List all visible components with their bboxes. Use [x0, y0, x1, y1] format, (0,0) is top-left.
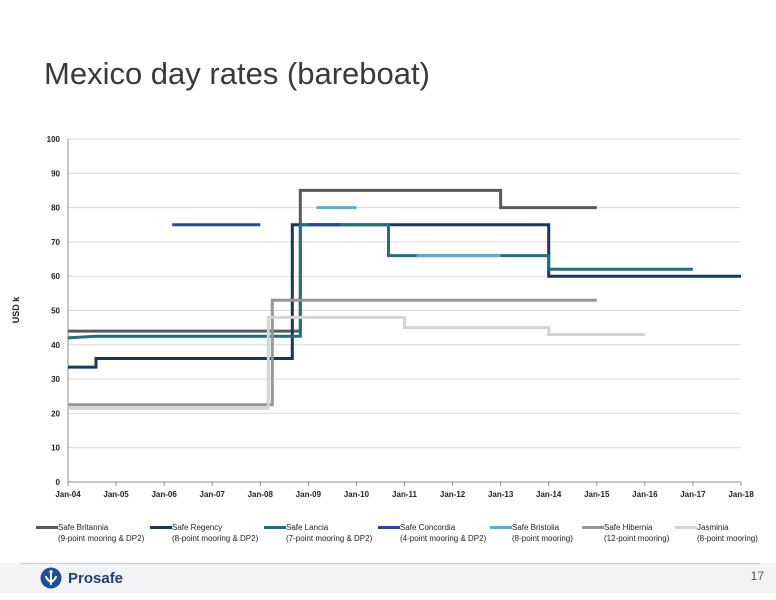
legend-swatch: [264, 526, 286, 529]
y-tick-label: 60: [51, 272, 60, 281]
series-jasminia: [68, 315, 645, 410]
logo-text: Prosafe: [68, 569, 124, 587]
legend-sublabel: (9-point mooring & DP2): [58, 534, 145, 543]
legend-sublabel: (8-point mooring & DP2): [172, 534, 259, 543]
x-tick-label: Jan-05: [103, 490, 129, 499]
legend-swatch: [675, 526, 697, 529]
series-layer: [67, 188, 741, 410]
series-safe-regency: [68, 223, 741, 369]
slide-title: Mexico day rates (bareboat): [44, 56, 430, 91]
x-tick-label: Jan-07: [200, 490, 226, 499]
x-tick-label: Jan-06: [151, 490, 177, 499]
legend-label: Safe Lancia: [286, 523, 329, 532]
footer: Prosafe 17: [0, 555, 776, 600]
x-tick-label: Jan-14: [536, 490, 562, 499]
footer-divider: [20, 563, 760, 564]
legend-swatch: [378, 526, 400, 529]
y-tick-label: 80: [51, 204, 60, 213]
day-rates-chart: 0 10 20 30 40 50 60 70 80 90 100 Jan-04 Jan-05 Jan-06…: [11, 135, 755, 499]
legend-sublabel: (4-point mooring & DP2): [400, 534, 487, 543]
y-tick-label: 20: [51, 409, 60, 418]
tick-label-layer: 0 10 20 30 40 50 60 70 80 90 100 Jan-04 Jan-05 Jan-06…: [47, 135, 755, 499]
legend-item-safe-bristolia: Safe Bristolia (8-point mooring): [490, 522, 573, 544]
y-tick-label: 100: [47, 135, 61, 144]
y-tick-label: 10: [51, 444, 60, 453]
axis-layer: [67, 139, 742, 486]
legend-label: Safe Concordia: [400, 523, 456, 532]
x-tick-label: Jan-08: [248, 490, 274, 499]
y-tick-label: 0: [56, 478, 61, 487]
legend-label: Safe Hibernia: [604, 523, 653, 532]
legend-swatch: [490, 526, 512, 529]
legend-swatch: [150, 526, 172, 529]
series-safe-lancia: [67, 223, 693, 340]
x-tick-label: Jan-10: [344, 490, 370, 499]
legend-item-safe-regency: Safe Regency (8-point mooring & DP2): [150, 522, 259, 544]
x-tick-label: Jan-12: [440, 490, 466, 499]
x-tick-label: Jan-04: [55, 490, 81, 499]
x-tick-label: Jan-09: [296, 490, 322, 499]
legend-item-safe-hibernia: Safe Hibernia (12-point mooring): [582, 522, 670, 544]
x-tick-label: Jan-17: [680, 490, 706, 499]
legend-label: Safe Bristolia: [512, 523, 560, 532]
page-number: 17: [750, 569, 764, 583]
legend-item-safe-concordia: Safe Concordia (4-point mooring & DP2): [378, 522, 487, 544]
y-tick-label: 70: [51, 238, 60, 247]
prosafe-logo: Prosafe: [40, 565, 123, 591]
x-tick-label: Jan-15: [584, 490, 610, 499]
legend-sublabel: (8-point mooring): [512, 534, 573, 543]
legend-label: Safe Regency: [172, 523, 223, 532]
grid-layer: [68, 138, 741, 483]
prosafe-logo-icon: [40, 567, 62, 589]
legend-item-jasminia: Jasminia (8-point mooring): [675, 522, 758, 544]
legend-sublabel: (7-point mooring & DP2): [286, 534, 373, 543]
legend-swatch: [36, 526, 58, 529]
legend-label: Jasminia: [697, 523, 729, 532]
legend-sublabel: (12-point mooring): [604, 534, 670, 543]
x-tick-label: Jan-16: [632, 490, 658, 499]
legend-label: Safe Britannia: [58, 523, 109, 532]
legend-swatch: [582, 526, 604, 529]
x-tick-label: Jan-13: [488, 490, 514, 499]
y-tick-label: 40: [51, 341, 60, 350]
y-tick-label: 50: [51, 307, 60, 316]
series-safe-hibernia: [68, 298, 597, 407]
footer-band: [0, 563, 776, 593]
series-safe-britannia: [68, 188, 597, 333]
legend-item-safe-lancia: Safe Lancia (7-point mooring & DP2): [264, 522, 373, 544]
x-tick-label: Jan-18: [728, 490, 754, 499]
legend-sublabel: (8-point mooring): [697, 534, 758, 543]
x-tick-label: Jan-11: [392, 490, 417, 499]
legend-item-safe-britannia: Safe Britannia (9-point mooring & DP2): [36, 522, 145, 544]
y-tick-label: 90: [51, 169, 60, 178]
y-tick-label: 30: [51, 375, 60, 384]
y-axis-label: USD k: [11, 296, 21, 324]
